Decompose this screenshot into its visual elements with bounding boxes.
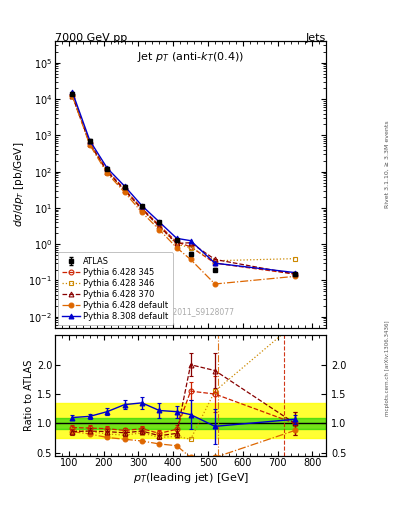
Pythia 6.428 370: [87, 141, 92, 147]
Pythia 6.428 default: [157, 227, 162, 233]
Pythia 6.428 346: [174, 241, 179, 247]
Pythia 6.428 default: [140, 209, 144, 216]
Bar: [55, 403, 326, 438]
Pythia 6.428 370: [213, 257, 217, 263]
X-axis label: $p_T$(leading jet) [GeV]: $p_T$(leading jet) [GeV]: [132, 471, 249, 485]
Pythia 6.428 370: [188, 240, 193, 246]
Pythia 6.428 345: [213, 260, 217, 266]
Line: Pythia 6.428 346: Pythia 6.428 346: [70, 93, 298, 263]
Text: mcplots.cern.ch [arXiv:1306.3436]: mcplots.cern.ch [arXiv:1306.3436]: [385, 321, 389, 416]
Y-axis label: Ratio to ATLAS: Ratio to ATLAS: [24, 360, 34, 431]
Pythia 6.428 345: [188, 244, 193, 250]
Pythia 6.428 346: [213, 258, 217, 264]
Pythia 6.428 default: [105, 170, 110, 176]
Pythia 6.428 345: [87, 140, 92, 146]
Pythia 6.428 345: [157, 222, 162, 228]
Line: Pythia 6.428 370: Pythia 6.428 370: [70, 94, 298, 276]
Pythia 8.308 default: [292, 269, 297, 275]
Pythia 6.428 default: [122, 189, 127, 196]
Line: Pythia 6.428 345: Pythia 6.428 345: [70, 93, 298, 276]
Pythia 6.428 345: [140, 205, 144, 211]
Text: Jet $p_T$ (anti-$k_T$(0.4)): Jet $p_T$ (anti-$k_T$(0.4)): [137, 50, 244, 63]
Pythia 8.308 default: [87, 137, 92, 143]
Pythia 6.428 370: [140, 206, 144, 212]
Pythia 8.308 default: [213, 260, 217, 266]
Pythia 6.428 346: [292, 255, 297, 262]
Pythia 6.428 370: [122, 187, 127, 193]
Text: Rivet 3.1.10, ≥ 3.3M events: Rivet 3.1.10, ≥ 3.3M events: [385, 120, 389, 208]
Y-axis label: $d\sigma/dp_T$ [pb/GeV]: $d\sigma/dp_T$ [pb/GeV]: [12, 142, 26, 227]
Pythia 8.308 default: [174, 236, 179, 242]
Pythia 6.428 default: [174, 245, 179, 251]
Pythia 6.428 370: [174, 240, 179, 246]
Pythia 8.308 default: [157, 219, 162, 225]
Pythia 6.428 default: [213, 281, 217, 287]
Pythia 6.428 345: [122, 186, 127, 192]
Pythia 6.428 345: [292, 271, 297, 277]
Pythia 6.428 346: [87, 141, 92, 147]
Pythia 6.428 346: [140, 206, 144, 212]
Pythia 6.428 default: [188, 257, 193, 263]
Pythia 6.428 370: [157, 223, 162, 229]
Pythia 6.428 default: [70, 93, 75, 99]
Pythia 8.308 default: [70, 89, 75, 95]
Pythia 8.308 default: [105, 165, 110, 171]
Bar: [55, 417, 326, 429]
Pythia 6.428 346: [188, 245, 193, 251]
Pythia 8.308 default: [122, 183, 127, 189]
Pythia 6.428 346: [157, 224, 162, 230]
Pythia 6.428 default: [87, 142, 92, 148]
Pythia 6.428 345: [70, 92, 75, 98]
Pythia 8.308 default: [140, 203, 144, 209]
Pythia 6.428 370: [292, 271, 297, 277]
Pythia 6.428 345: [174, 239, 179, 245]
Pythia 6.428 370: [70, 93, 75, 99]
Pythia 6.428 346: [105, 169, 110, 175]
Text: Jets: Jets: [306, 33, 326, 44]
Pythia 8.308 default: [188, 238, 193, 244]
Line: Pythia 8.308 default: Pythia 8.308 default: [70, 90, 298, 275]
Pythia 6.428 346: [122, 187, 127, 194]
Pythia 6.428 370: [105, 168, 110, 175]
Line: Pythia 6.428 default: Pythia 6.428 default: [70, 94, 298, 286]
Legend: ATLAS, Pythia 6.428 345, Pythia 6.428 346, Pythia 6.428 370, Pythia 6.428 defaul: ATLAS, Pythia 6.428 345, Pythia 6.428 34…: [57, 252, 173, 325]
Text: ATLAS_2011_S9128077: ATLAS_2011_S9128077: [146, 307, 235, 316]
Pythia 6.428 345: [105, 167, 110, 174]
Pythia 6.428 346: [70, 93, 75, 99]
Pythia 6.428 default: [292, 273, 297, 280]
Text: 7000 GeV pp: 7000 GeV pp: [55, 33, 127, 44]
